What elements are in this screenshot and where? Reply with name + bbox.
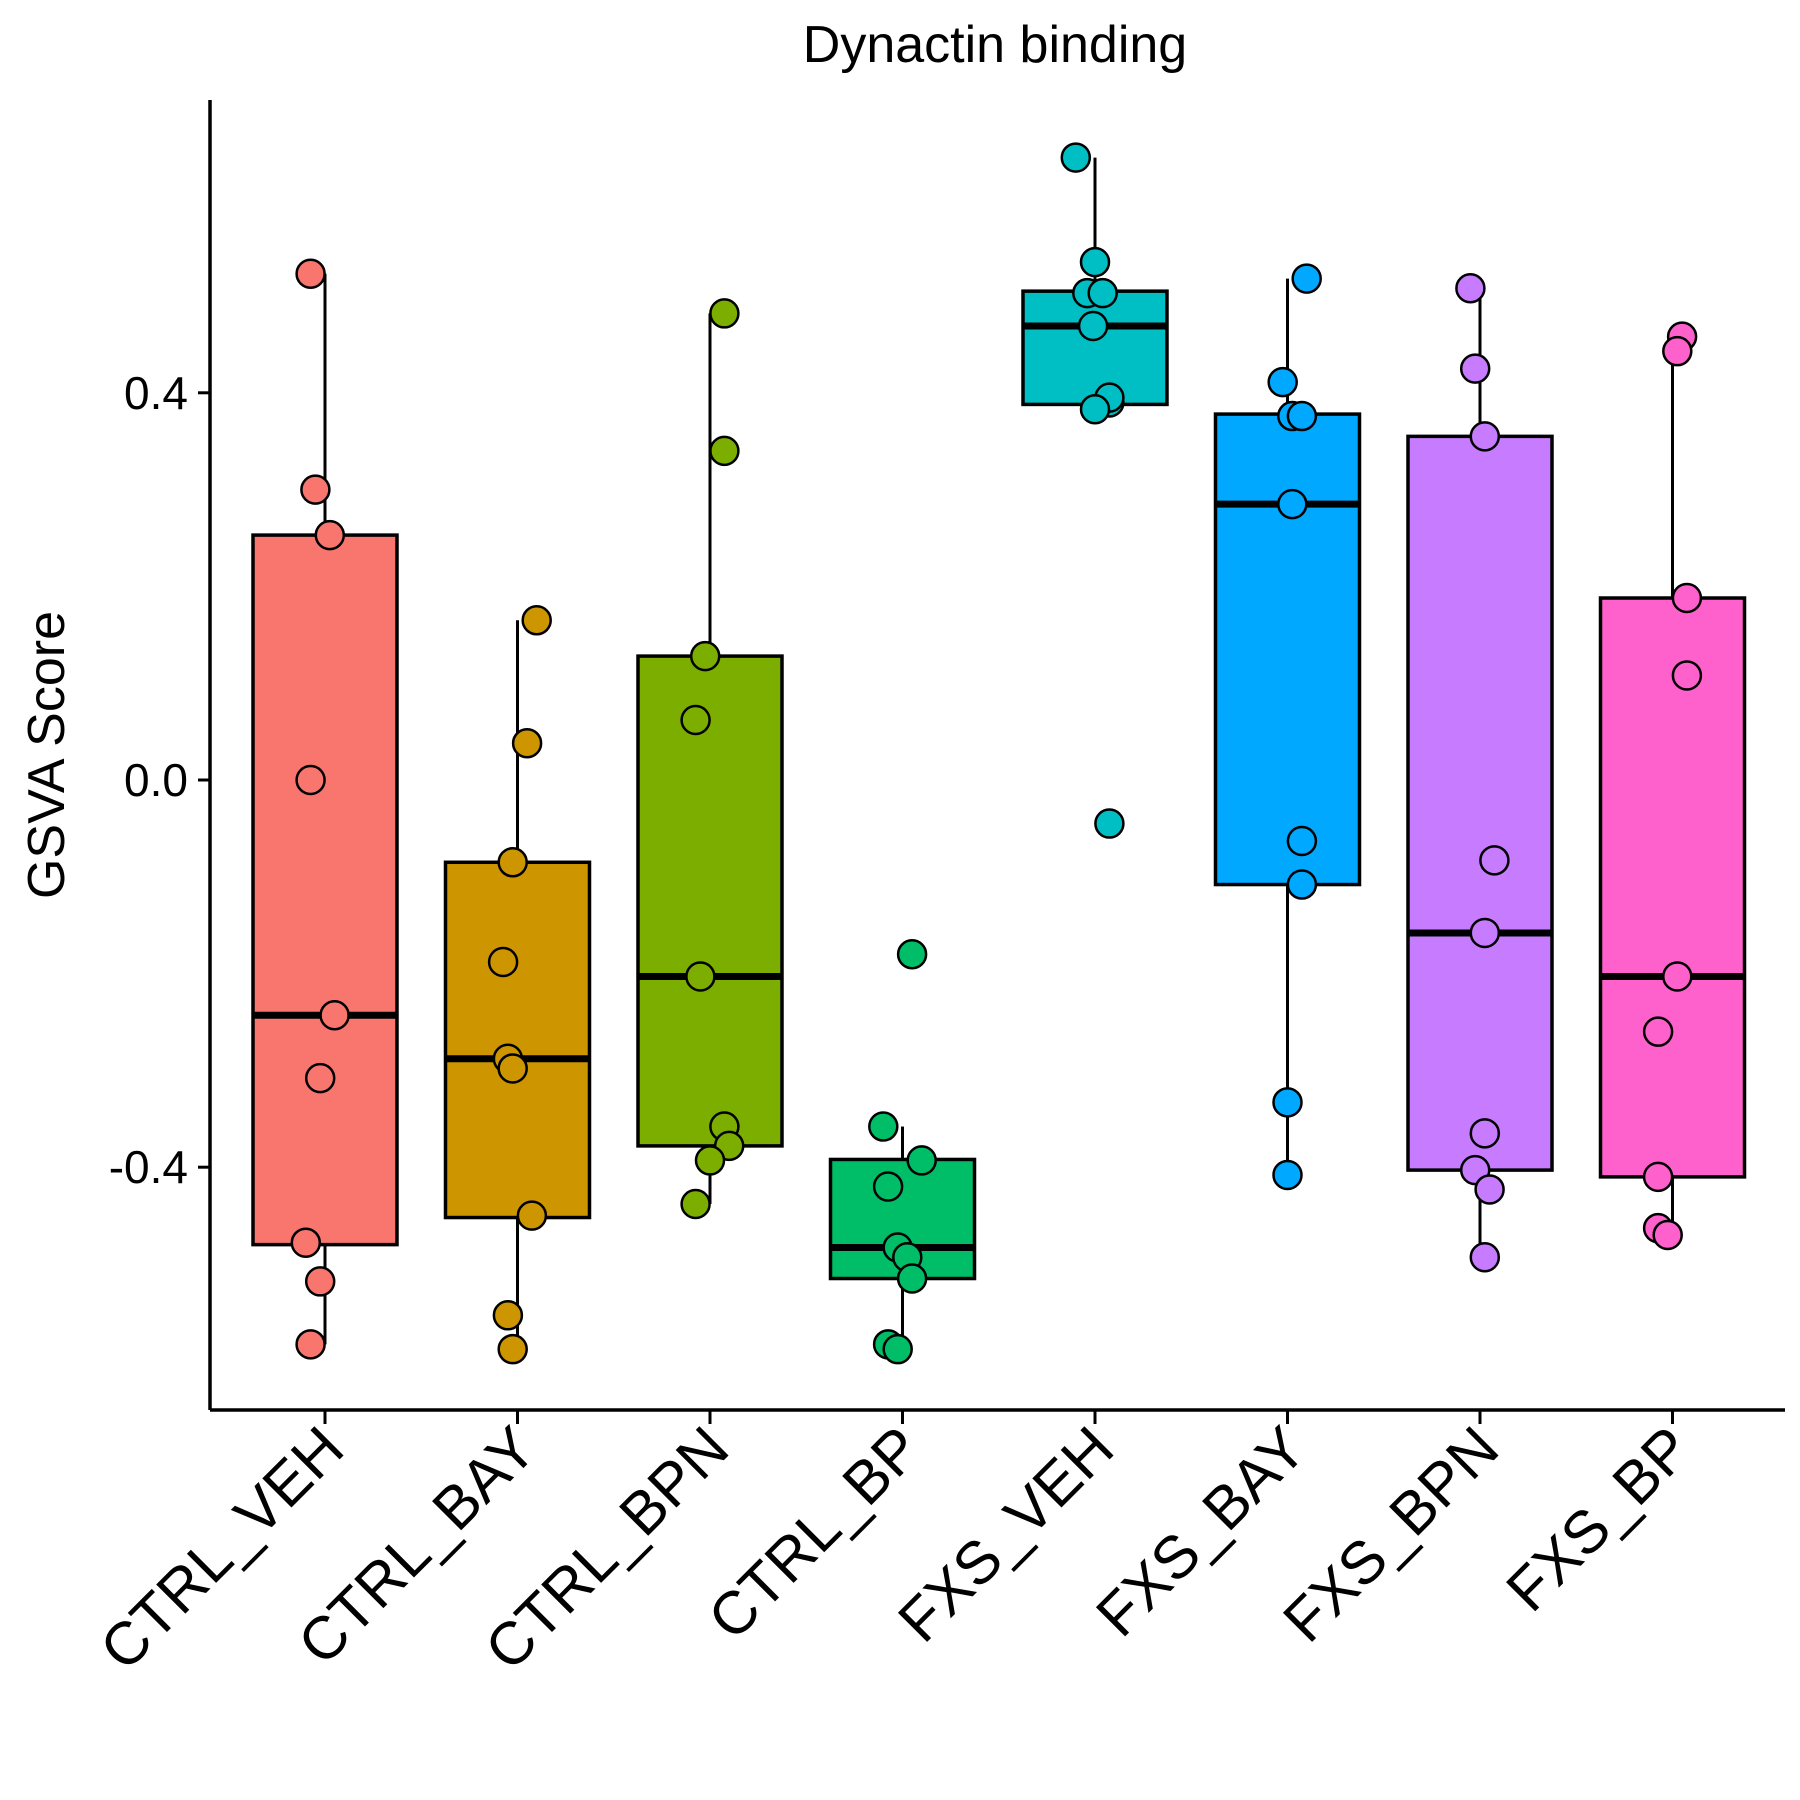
data-point [516,1200,548,1231]
data-point [1662,961,1693,992]
data-point [680,704,711,736]
data-point [1662,335,1693,367]
data-point [521,605,552,636]
boxes-layer [251,157,1747,1350]
data-point [1479,845,1510,876]
data-point [511,727,543,759]
data-point [896,1263,928,1294]
data-point [319,999,350,1031]
data-point [709,298,740,329]
data-point [680,1188,711,1220]
data-point [295,1329,326,1360]
point-group [1455,273,1510,1273]
data-point [497,1333,528,1365]
box-group [443,620,592,1350]
box-iqr [251,533,399,1247]
data-point [487,946,519,978]
data-point [1671,660,1703,691]
data-point [1286,869,1318,900]
box-iqr [1598,596,1747,1179]
data-point [1079,246,1111,278]
data-point [709,435,740,467]
data-point [868,1111,899,1142]
data-point [304,1062,336,1094]
point-group [1267,263,1322,1191]
box-iqr [443,860,592,1220]
box-group [1598,339,1747,1229]
data-point [1469,1241,1501,1273]
data-point [689,640,721,672]
data-point [872,1171,904,1202]
box-group [1406,288,1554,1258]
data-point [1291,263,1322,294]
data-point [1060,142,1092,173]
box-group [636,313,784,1204]
data-point [497,847,528,878]
data-point [896,938,928,970]
point-group [1642,321,1703,1251]
points-layer [290,142,1703,1365]
box-iqr [636,654,784,1148]
y-tick-label: -0.4 [109,1141,188,1193]
data-point [1469,1118,1501,1149]
y-axis-label: GSVA Score [18,611,76,899]
data-point [1087,277,1118,309]
point-group [487,605,552,1365]
data-point [1094,808,1125,839]
data-point [906,1145,937,1176]
data-point [1474,1174,1505,1205]
x-tick-label: FXS_BP [1494,1414,1704,1624]
data-point [1469,917,1501,949]
box-group [251,273,399,1345]
data-point [290,1227,322,1258]
data-point [1079,394,1111,425]
y-tick-label: 0.0 [124,754,188,806]
data-point [1267,366,1298,398]
data-point [1286,400,1318,432]
data-point [1671,582,1703,614]
data-point [1459,353,1491,384]
chart-title: Dynactin binding [803,16,1187,74]
data-point [492,1300,524,1331]
data-point [300,474,331,505]
point-group [1060,142,1125,839]
data-point [1652,1219,1683,1251]
data-point [1077,310,1109,342]
box-iqr [1021,289,1169,407]
data-point [1455,273,1486,304]
data-point [685,961,716,992]
data-point [497,1053,528,1084]
box-iqr [1406,434,1554,1172]
data-point [1642,1016,1674,1047]
point-group [680,298,745,1220]
data-point [1469,421,1501,452]
data-point [882,1333,913,1365]
data-point [295,764,326,796]
data-point [304,1266,336,1297]
data-point [694,1145,726,1176]
data-point [314,519,346,551]
data-point [1642,1161,1674,1193]
data-point [1277,488,1308,520]
data-point [1286,825,1318,857]
data-point [1272,1159,1303,1191]
point-group [290,258,350,1360]
box-iqr [1213,412,1362,887]
point-group [868,938,937,1365]
data-point [1272,1087,1303,1118]
y-tick-label: 0.4 [124,367,188,419]
data-point [295,258,326,289]
